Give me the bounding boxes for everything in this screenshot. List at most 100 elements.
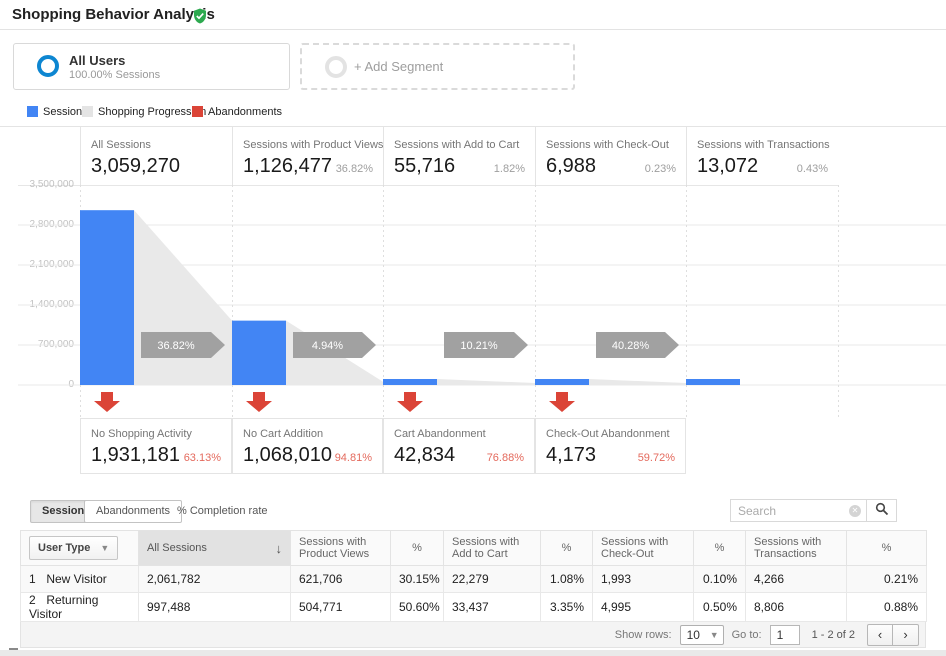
table-row[interactable]: 2 Returning Visitor 997,488 504,771 50.6… [21,593,927,622]
user-type-cell: 2 Returning Visitor [21,593,139,622]
product-views-pct-cell: 50.60% [391,593,444,622]
abandonment-cart: Cart Abandonment 42,834 76.88% [383,418,535,474]
funnel-stage-product-views: Sessions with Product Views 1,126,477 36… [232,127,383,185]
next-page-button[interactable]: › [893,624,919,646]
product-views-pct-cell: 30.15% [391,566,444,593]
legend-label: Shopping Progression [98,106,206,118]
stage-label: Sessions with Add to Cart [394,139,519,151]
funnel-chart: 36.82% 4.94% 10.21% 40.28% [0,185,946,418]
progression-pct-label: 4.94% [312,340,343,352]
progression-pct-label: 36.82% [157,340,195,352]
progression-area [134,210,232,385]
pagination-controls: ‹ › [867,624,919,646]
product-views-cell: 621,706 [291,566,391,593]
table-header-row: User Type ▼ All Sessions ↓ Sessions with… [21,531,927,566]
add-segment-label: + Add Segment [354,59,443,74]
column-user-type: User Type ▼ [21,531,139,566]
legend-item-sessions: Sessions [27,105,88,118]
column-add-to-cart[interactable]: Sessions with Add to Cart [444,531,541,566]
user-type-cell: 1 New Visitor [21,566,139,593]
search-input[interactable] [731,500,866,521]
all-sessions-cell: 2,061,782 [139,566,291,593]
column-product-views-pct[interactable]: % [391,531,444,566]
sessions-swatch-icon [27,106,38,117]
add-segment-button[interactable]: + Add Segment [300,43,575,90]
stage-value: 1,126,477 [243,155,332,178]
legend-item-abandonments: Abandonments [192,105,282,118]
stage-label: Sessions with Transactions [697,139,830,151]
abandonment-label: No Shopping Activity [91,428,192,440]
transactions-cell: 4,266 [746,566,847,593]
progression-area [437,379,535,385]
legend-item-progression: Shopping Progression [82,105,206,118]
check-out-cell: 4,995 [593,593,694,622]
column-check-out[interactable]: Sessions with Check-Out [593,531,694,566]
chevron-down-icon: ▼ [710,630,719,640]
table-toolbar: Sessions Abandonments % Completion rate … [20,487,926,530]
progression-pct-label: 40.28% [612,340,650,352]
stage-label: Sessions with Product Views [243,139,383,151]
funnel-stage-check-out: Sessions with Check-Out 6,988 0.23% [535,127,686,185]
column-transactions-pct[interactable]: % [847,531,927,566]
abandonment-value: 42,834 [394,444,455,467]
table-row[interactable]: 1 New Visitor 2,061,782 621,706 30.15% 2… [21,566,927,593]
stage-value: 55,716 [394,155,455,178]
user-type-dropdown[interactable]: User Type ▼ [29,536,118,560]
column-add-to-cart-pct[interactable]: % [541,531,593,566]
stage-pct: 0.43% [797,163,828,175]
sort-descending-icon: ↓ [276,541,283,556]
tab-abandonments[interactable]: Abandonments [84,500,182,523]
abandonment-label: No Cart Addition [243,428,323,440]
sessions-bar [232,321,286,385]
goto-label: Go to: [732,629,762,641]
page-bottom-strip [0,650,946,656]
verified-shield-icon [192,8,208,24]
abandonment-label: Check-Out Abandonment [546,428,670,440]
show-rows-select[interactable]: 10 ▼ [680,625,724,645]
sessions-bar [535,379,589,385]
all-sessions-cell: 997,488 [139,593,291,622]
row-number: 1 [29,572,43,586]
funnel-stage-add-to-cart: Sessions with Add to Cart 55,716 1.82% [383,127,535,185]
shopping-behavior-page: Shopping Behavior Analysis All Users 100… [0,0,946,656]
search-button[interactable] [867,499,897,522]
segment-all-users[interactable]: All Users 100.00% Sessions [13,43,290,90]
progression-area [589,379,686,385]
table-footer: Show rows: 10 ▼ Go to: 1 - 2 of 2 ‹ › [20,622,926,648]
chevron-down-icon: ▼ [100,543,109,553]
stage-pct: 1.82% [494,163,525,175]
check-out-pct-cell: 0.50% [694,593,746,622]
abandonment-arrow-icon [549,392,575,412]
page-title: Shopping Behavior Analysis [12,6,215,23]
stage-pct: 0.23% [645,163,676,175]
progression-swatch-icon [82,106,93,117]
progression-pct-label: 10.21% [460,340,498,352]
abandonment-pct: 59.72% [638,452,675,464]
column-transactions[interactable]: Sessions with Transactions [746,531,847,566]
funnel-stage-transactions: Sessions with Transactions 13,072 0.43% [686,127,838,185]
abandonment-arrow-icon [246,392,272,412]
data-table-section: Sessions Abandonments % Completion rate … [20,487,926,648]
search-icon [875,502,889,516]
previous-page-button[interactable]: ‹ [867,624,893,646]
column-all-sessions[interactable]: All Sessions ↓ [139,531,291,566]
abandonment-check-out: Check-Out Abandonment 4,173 59.72% [535,418,686,474]
stage-value: 3,059,270 [91,155,180,178]
column-label: All Sessions [147,542,207,554]
add-to-cart-cell: 33,437 [444,593,541,622]
abandonment-label: Cart Abandonment [394,428,486,440]
legend-label: Sessions [43,106,88,118]
segment-sublabel: 100.00% Sessions [69,69,160,81]
clear-search-icon[interactable]: ✕ [849,505,861,517]
column-check-out-pct[interactable]: % [694,531,746,566]
show-rows-label: Show rows: [615,629,672,641]
abandonment-value: 4,173 [546,444,596,467]
abandonment-pct: 76.88% [487,452,524,464]
completion-rate-toggle[interactable]: % Completion rate [177,505,268,517]
column-product-views[interactable]: Sessions with Product Views [291,531,391,566]
goto-page-input[interactable] [770,625,800,645]
transactions-pct-cell: 0.88% [847,593,927,622]
check-out-cell: 1,993 [593,566,694,593]
stage-value: 13,072 [697,155,758,178]
check-out-pct-cell: 0.10% [694,566,746,593]
